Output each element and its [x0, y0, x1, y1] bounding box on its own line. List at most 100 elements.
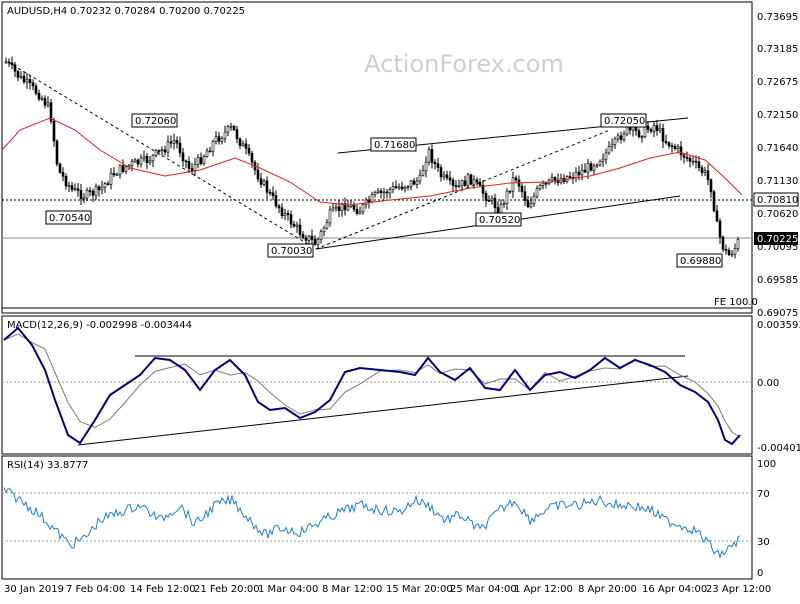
candle-body [124, 166, 128, 172]
candle-body [103, 183, 107, 188]
candle-body [406, 186, 410, 188]
candle-body [610, 144, 614, 147]
candle-body [421, 170, 425, 176]
candle-body [703, 170, 707, 173]
candle-body [118, 165, 122, 175]
candle-body [553, 177, 557, 181]
candle-body [199, 157, 203, 164]
candle-body [457, 185, 461, 188]
annotation-70540: 0.70540 [45, 210, 92, 225]
rsi-ytick-70: 70 [757, 489, 770, 500]
candle-body [112, 173, 116, 176]
candle-body [496, 207, 500, 213]
candle-body [229, 125, 233, 128]
candle-body [352, 204, 356, 210]
candle-body [649, 129, 653, 132]
candle-body [424, 161, 428, 172]
x-tick-label: 23 Apr 12:00 [706, 584, 771, 595]
price-ytick: 0.70095 [757, 242, 798, 253]
candle-body [679, 146, 683, 156]
candle-body [91, 190, 95, 196]
candle-body [655, 125, 659, 131]
x-tick-label: 25 Mar 04:00 [450, 584, 517, 595]
macd-signal-line [3, 333, 741, 438]
candle-body [274, 195, 278, 207]
candle-body [448, 177, 452, 181]
candle-body [391, 186, 395, 190]
candle-body [46, 102, 50, 106]
svg-text:0.70810: 0.70810 [757, 195, 798, 206]
candle-body [244, 143, 248, 149]
candle-body [145, 155, 149, 163]
candlestick-series [4, 56, 740, 259]
svg-text:0.70520: 0.70520 [479, 215, 520, 226]
price-ytick: 0.72675 [757, 77, 798, 88]
candle-body [607, 146, 611, 154]
candle-body [514, 177, 518, 181]
candle-body [376, 190, 380, 193]
candle-body [685, 157, 689, 159]
candle-body [49, 102, 53, 122]
candle-body [265, 180, 269, 193]
annotation-72060: 0.72060 [131, 113, 178, 128]
x-tick-label: 21 Feb 20:00 [194, 584, 260, 595]
candle-body [4, 61, 8, 64]
candle-body [523, 191, 527, 201]
candle-body [283, 213, 287, 216]
candle-body [529, 203, 533, 208]
candle-body [511, 177, 515, 192]
rsi-ytick-0: 0 [757, 568, 763, 579]
candle-body [370, 194, 374, 203]
candle-body [412, 180, 416, 185]
candle-body [28, 79, 32, 84]
candle-body [139, 157, 143, 165]
candle-body [394, 186, 398, 188]
annotation-69880: 0.69880 [676, 253, 723, 268]
x-tick-label: 8 Mar 12:00 [322, 584, 382, 595]
candle-body [541, 182, 545, 186]
candle-body [367, 199, 371, 203]
candle-body [55, 140, 59, 165]
candle-body [400, 186, 404, 190]
candle-body [544, 182, 548, 185]
candle-body [301, 234, 305, 239]
price-ytick: 0.71640 [757, 143, 798, 154]
price-tag-current-70810: 0.70810 [753, 192, 799, 207]
candle-body [484, 193, 488, 201]
candle-body [721, 236, 725, 250]
candle-body [226, 126, 230, 133]
candle-body [418, 174, 422, 182]
candle-body [295, 224, 299, 227]
candle-body [583, 169, 587, 173]
candle-body [337, 206, 341, 212]
candle-body [550, 177, 554, 181]
candle-body [109, 173, 113, 185]
x-tick-label: 15 Mar 20:00 [386, 584, 453, 595]
candle-body [88, 190, 92, 192]
candle-body [106, 183, 110, 185]
annotation-70520: 0.70520 [475, 212, 522, 227]
x-tick-label: 1 Apr 12:00 [514, 584, 573, 595]
candle-body [22, 75, 26, 83]
candle-body [214, 136, 218, 142]
candle-body [67, 185, 71, 187]
candle-body [61, 172, 65, 177]
candle-body [436, 163, 440, 168]
candle-body [43, 98, 47, 106]
candle-body [661, 128, 665, 142]
candle-body [355, 209, 359, 214]
candle-body [502, 203, 506, 205]
price-ytick: 0.69585 [757, 275, 798, 286]
candle-body [427, 149, 431, 163]
candle-body [619, 135, 623, 140]
candle-body [298, 224, 302, 235]
macd-ytick-zero: 0.00 [757, 378, 779, 389]
candle-body [256, 169, 260, 180]
price-panel-frame [1, 1, 753, 314]
price-y-axis: 0.73695 0.73185 0.72675 0.72150 0.71640 0.711… [757, 12, 798, 319]
svg-text:0.72050: 0.72050 [604, 116, 645, 127]
candle-body [694, 160, 698, 163]
candle-body [250, 152, 254, 163]
candle-body [466, 174, 470, 186]
